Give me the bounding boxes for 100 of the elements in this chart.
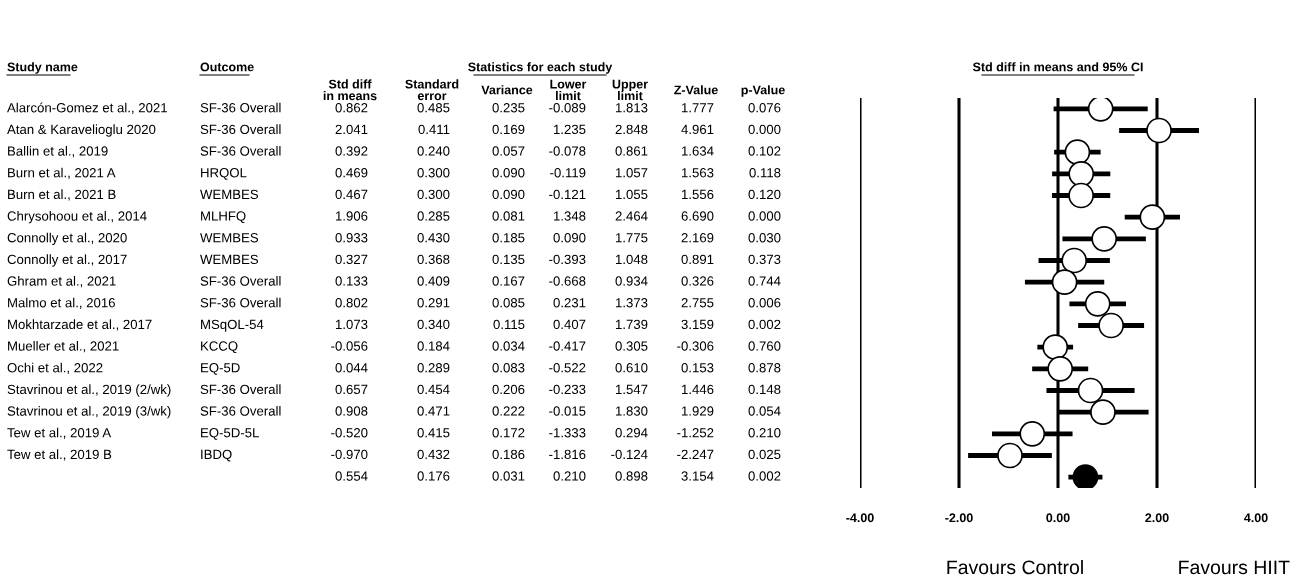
point [1077, 377, 1104, 404]
text: -0.078 [549, 146, 586, 156]
point [1064, 139, 1091, 166]
category-label: SF-36 Overall [200, 124, 281, 135]
category-label: Std diff in means [323, 79, 377, 101]
category-label: Upper limit [612, 79, 648, 101]
text: 0.327 [335, 254, 368, 265]
text: 0.289 [417, 363, 450, 373]
text: 0.235 [492, 103, 525, 113]
text: 1.563 [681, 168, 714, 178]
text: 2.041 [335, 124, 368, 135]
text: -1.333 [549, 428, 586, 438]
text: 0.291 [417, 298, 450, 308]
x-tick-label: 0.00 [1046, 513, 1070, 523]
text: 0.760 [748, 341, 781, 351]
text: 0.373 [748, 254, 781, 265]
point [1139, 204, 1166, 231]
text: 0.054 [748, 406, 781, 416]
text: 0.430 [417, 233, 450, 243]
point [1084, 290, 1111, 317]
category-label: EQ-5D [201, 363, 240, 375]
text: 0.409 [417, 276, 450, 286]
text: 2.848 [615, 124, 648, 135]
text: -0.119 [550, 168, 586, 178]
text: 3.154 [681, 471, 714, 481]
text: -0.520 [331, 428, 368, 438]
text: 0.153 [681, 363, 714, 373]
text: 4.961 [681, 124, 714, 135]
text: 0.034 [492, 341, 525, 351]
text: 0.432 [417, 449, 450, 460]
text: 0.285 [417, 211, 450, 221]
point [1146, 117, 1172, 144]
text: 0.340 [417, 319, 450, 330]
text: Favours HIIT [1179, 560, 1290, 575]
text: 1.830 [615, 406, 648, 416]
category-label: SF-36 Overall [200, 276, 281, 286]
category-label: Ballin et al., 2019 [8, 146, 108, 158]
point [1068, 182, 1094, 209]
category-label: Mueller et al., 2021 [8, 341, 119, 353]
text: -0.393 [549, 254, 586, 265]
category-label: Malmo et al., 2016 [8, 297, 115, 309]
category-label: SF-36 Overall [200, 384, 281, 395]
text: 2.169 [681, 233, 714, 243]
text: 0.861 [615, 146, 648, 156]
text: 0.471 [417, 406, 450, 416]
text: 0.908 [335, 406, 368, 416]
text: 1.556 [681, 189, 714, 200]
text: 0.120 [748, 189, 781, 200]
text: 0.176 [417, 471, 450, 481]
point [1091, 225, 1118, 252]
text: 1.813 [615, 103, 648, 113]
text: 0.294 [615, 428, 648, 438]
text: 1.055 [615, 189, 648, 200]
text: 1.235 [553, 124, 586, 135]
text: -0.970 [331, 449, 368, 460]
text: 0.057 [492, 146, 525, 156]
text: 0.090 [492, 189, 525, 200]
text: 0.454 [417, 384, 450, 395]
point [1042, 334, 1069, 361]
text: 0.167 [492, 276, 525, 286]
category-label: SF-36 Overall [200, 406, 281, 416]
category-label: Z-Value [674, 85, 718, 95]
text: 0.135 [492, 254, 525, 265]
text: 0.133 [335, 276, 368, 286]
category-label: Ghram et al., 2021 [7, 276, 116, 288]
text: 3.159 [681, 319, 714, 330]
text: 0.169 [492, 124, 525, 135]
text: 0.878 [748, 363, 781, 373]
text: 0.083 [492, 363, 525, 373]
text: 0.206 [492, 384, 525, 395]
category-label: Connolly et al., 2017 [7, 254, 127, 267]
text: 0.485 [417, 103, 450, 113]
text: -1.252 [677, 428, 714, 438]
text: 0.000 [748, 211, 781, 221]
category-label: MLHFQ [201, 211, 246, 224]
text: 1.777 [681, 103, 714, 113]
text: 0.469 [335, 168, 368, 178]
text: 0.186 [492, 449, 525, 460]
category-label: Mokhtarzade et al., 2017 [8, 319, 152, 331]
text: 0.081 [492, 211, 525, 221]
text: 0.044 [335, 363, 368, 373]
point [997, 442, 1023, 469]
x-tick-label: 2.00 [1145, 513, 1169, 523]
text: 0.802 [335, 298, 368, 308]
text: 1.906 [335, 211, 368, 221]
category-label: SF-36 Overall [200, 297, 281, 308]
text: 0.184 [417, 341, 450, 351]
text: 0.148 [748, 384, 781, 395]
text: 0.934 [615, 276, 648, 286]
category-label: WEMBES [200, 189, 259, 200]
text: 0.222 [492, 406, 525, 416]
category-label: Atan & Karavelioglu 2020 [7, 124, 156, 137]
x-tick-label: 4.00 [1244, 513, 1268, 523]
category-label: p-Value [741, 85, 785, 97]
category-label: IBDQ [201, 449, 232, 462]
text: 1.373 [615, 298, 648, 308]
text: 0.240 [417, 146, 450, 156]
text: 1.775 [615, 233, 648, 243]
text: -0.306 [677, 341, 714, 351]
text: 1.057 [615, 168, 648, 178]
